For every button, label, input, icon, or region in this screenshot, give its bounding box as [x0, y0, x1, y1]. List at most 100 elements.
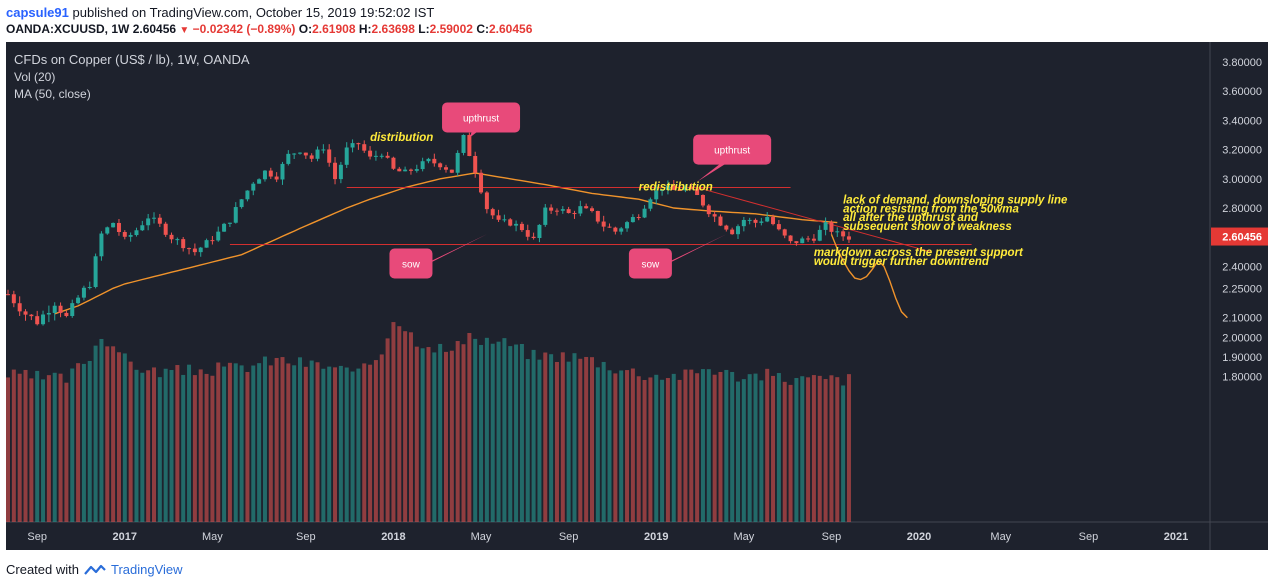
candle-body — [736, 226, 740, 235]
volume-bar — [76, 363, 81, 522]
chart-area[interactable]: upthrust upthrust sow sow distribution redist… — [6, 42, 1268, 550]
volume-bar — [560, 352, 565, 522]
author-link[interactable]: capsule91 — [6, 5, 69, 20]
candle-body — [700, 194, 705, 206]
volume-bar — [163, 368, 168, 522]
candle — [794, 241, 799, 246]
candle-body — [420, 161, 425, 170]
candle — [356, 142, 361, 150]
candle-body — [157, 217, 162, 224]
legend-vol[interactable]: Vol (20) — [14, 70, 55, 84]
volume-bar — [373, 360, 378, 522]
tradingview-brand[interactable]: TradingView — [110, 562, 183, 577]
volume-bar — [157, 377, 162, 522]
candle — [432, 153, 437, 167]
volume-bar — [607, 370, 612, 522]
candle-body — [245, 190, 250, 200]
candle — [233, 202, 238, 224]
candle — [806, 235, 811, 242]
candle-body — [140, 225, 145, 231]
volume-bar — [35, 370, 40, 522]
legend-ma[interactable]: MA (50, close) — [14, 87, 91, 101]
volume-bar — [344, 367, 349, 522]
volume-bar — [695, 373, 700, 522]
price-chart-svg[interactable]: upthrust upthrust sow sow distribution redist… — [6, 42, 1268, 550]
candle — [771, 214, 776, 226]
candle — [590, 206, 594, 213]
candle — [362, 140, 367, 153]
candle — [157, 213, 162, 227]
volume-bar — [572, 353, 577, 522]
candle-body — [298, 152, 302, 154]
annotation-label: markdown across the present support — [814, 247, 1024, 259]
close-value: 2.60456 — [488, 22, 533, 36]
candle — [519, 221, 524, 232]
candle-body — [41, 314, 46, 325]
candle — [403, 166, 408, 172]
volume-bar — [706, 369, 711, 522]
volume-bar — [514, 344, 519, 522]
candle-body — [64, 312, 69, 317]
candle — [660, 189, 665, 196]
candle-body — [87, 286, 92, 288]
candle — [41, 310, 46, 326]
volume-bar — [356, 368, 361, 522]
candle — [408, 168, 413, 175]
candle — [648, 197, 653, 212]
candle — [846, 231, 851, 243]
time-tick-label: Sep — [1079, 531, 1099, 543]
candle — [753, 218, 758, 228]
candle — [140, 220, 145, 232]
candle — [782, 228, 787, 239]
time-tick-label: 2020 — [907, 531, 931, 543]
volume-bar — [648, 377, 653, 522]
volume-bar — [99, 338, 104, 522]
candle-body — [811, 238, 816, 241]
candle — [584, 203, 589, 209]
candle — [379, 153, 384, 159]
volume-bar — [245, 371, 250, 522]
time-tick-label: Sep — [822, 531, 842, 543]
annotation-bubble: upthrust — [442, 102, 521, 138]
candle — [671, 180, 676, 191]
candle — [625, 220, 630, 232]
candle-body — [356, 143, 361, 145]
candle-body — [449, 169, 454, 173]
candle — [695, 184, 700, 196]
candle — [595, 210, 600, 224]
volume-bar — [444, 351, 448, 522]
volume-bar — [484, 337, 489, 522]
volume-bar — [432, 352, 437, 522]
volume-bar — [169, 370, 174, 522]
candle-body — [835, 231, 840, 233]
candle-body — [414, 169, 419, 171]
volume-bar — [11, 369, 16, 522]
volume-bar — [292, 365, 297, 522]
volume-bar — [17, 373, 22, 522]
volume-bar — [298, 357, 302, 522]
low-label: L: — [418, 22, 430, 36]
volume-bar — [111, 346, 116, 522]
candle-body — [496, 215, 501, 220]
annotation-label: distribution — [370, 132, 433, 144]
candle — [689, 183, 694, 190]
volume-bar — [683, 369, 688, 522]
candle — [554, 208, 559, 216]
candle — [560, 206, 565, 214]
high-value: 2.63698 — [371, 22, 415, 36]
candle — [298, 152, 302, 155]
candle-body — [350, 143, 355, 148]
volume-bar — [23, 369, 28, 522]
price-axis-panel[interactable] — [1210, 42, 1268, 550]
candle — [730, 227, 735, 235]
volume-bar — [712, 374, 717, 522]
candle-body — [426, 158, 431, 162]
candle — [245, 190, 250, 202]
bubble-box — [693, 134, 772, 165]
volume-bar — [771, 375, 776, 522]
candle — [35, 310, 40, 326]
volume-bar — [233, 363, 238, 522]
candle — [146, 213, 151, 231]
annotation-label: redistribution — [639, 181, 713, 193]
candle-body — [152, 217, 156, 219]
